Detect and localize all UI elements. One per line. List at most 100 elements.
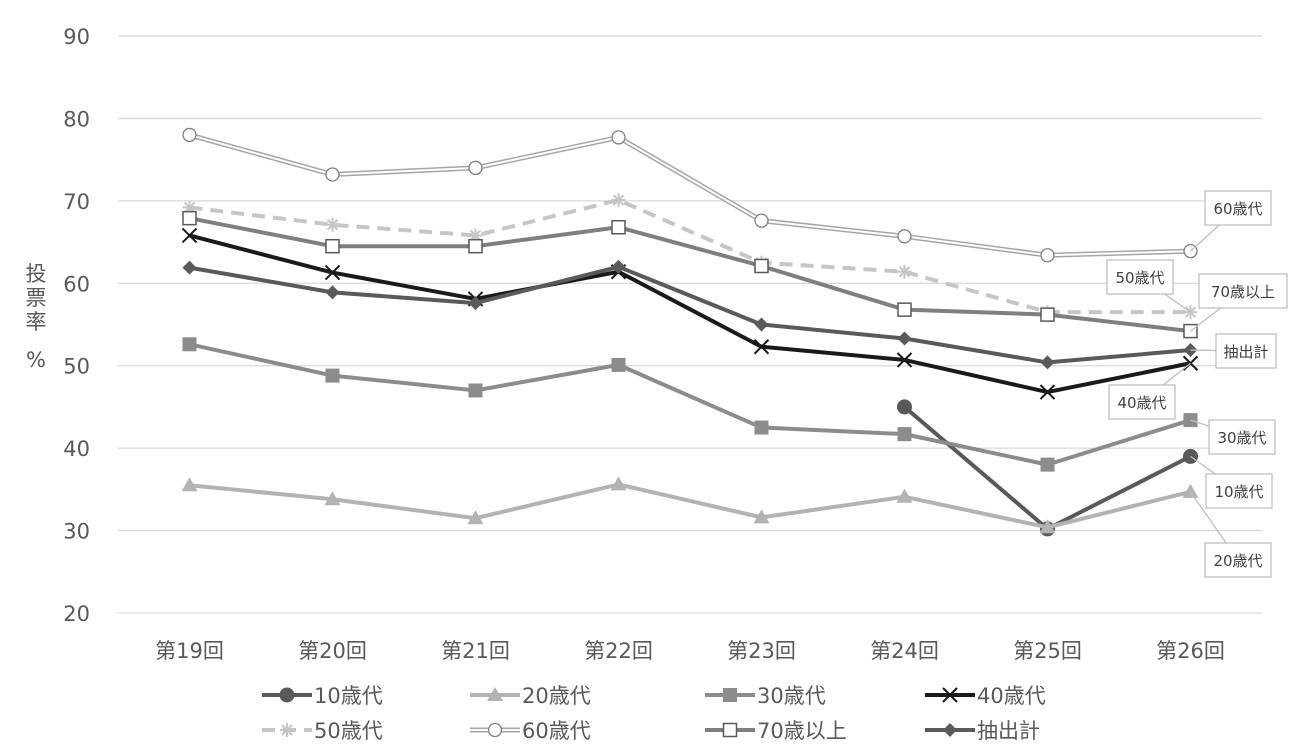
data-point	[611, 219, 626, 235]
series-lines	[181, 127, 1199, 537]
series-1	[181, 476, 1199, 534]
data-point	[896, 352, 913, 368]
legend-label: 20歳代	[522, 684, 591, 708]
data-point	[611, 130, 626, 145]
callout-box	[1198, 273, 1288, 309]
x-tick-label: 第24回	[870, 639, 939, 663]
callout-6: 70歳以上	[1190, 273, 1288, 332]
data-point	[1040, 307, 1055, 322]
data-point	[324, 264, 341, 281]
legend-item: 30歳代	[705, 684, 826, 708]
legend-marker	[722, 722, 738, 738]
x-tick-label: 第26回	[1156, 639, 1225, 663]
callout-box	[1208, 419, 1276, 455]
legend-label: 50歳代	[314, 719, 383, 743]
legend-label: 30歳代	[757, 684, 826, 708]
callout-box	[1106, 259, 1174, 295]
legend: 10歳代 20歳代 30歳代 40歳代 50歳代 60歳代 70歳以上 抽出計	[262, 684, 1046, 743]
data-point	[754, 213, 769, 228]
callout-label: 60歳代	[1213, 200, 1262, 218]
data-point	[325, 217, 340, 232]
data-point	[754, 420, 769, 435]
callout-box	[1204, 542, 1272, 578]
legend-item: 50歳代	[262, 719, 383, 743]
x-axis-ticks: 第19回 第20回 第21回 第22回 第23回 第24回 第25回 第26回	[155, 639, 1225, 663]
data-point	[181, 227, 198, 244]
legend-marker	[723, 688, 737, 702]
callout-label: 30歳代	[1217, 429, 1266, 447]
data-point	[610, 476, 627, 491]
callout-4: 50歳代	[1106, 259, 1191, 313]
legend-marker	[279, 687, 295, 703]
data-point	[468, 383, 483, 398]
x-tick-label: 第19回	[155, 639, 224, 663]
data-point	[1039, 384, 1056, 400]
x-tick-label: 第21回	[441, 639, 510, 663]
legend-label: 60歳代	[522, 719, 591, 743]
callout-7: 抽出計	[1190, 333, 1277, 369]
data-point	[753, 509, 770, 524]
legend-marker	[942, 687, 958, 703]
y-tick-label: 20	[63, 602, 90, 626]
data-point	[754, 317, 769, 332]
data-point	[896, 488, 913, 503]
data-point	[897, 427, 912, 442]
legend-item: 10歳代	[262, 684, 383, 708]
x-tick-label: 第23回	[727, 639, 796, 663]
series-line	[188, 233, 1191, 395]
legend-marker	[487, 722, 503, 738]
callout-5: 60歳代	[1190, 190, 1272, 252]
data-point	[324, 491, 341, 506]
callout-label: 40歳代	[1117, 394, 1166, 412]
legend-label: 抽出計	[977, 719, 1040, 743]
callout-label: 20歳代	[1213, 552, 1262, 570]
y-tick-label: 60	[63, 272, 90, 296]
data-point	[897, 229, 912, 244]
data-point	[897, 399, 912, 415]
data-point	[897, 264, 912, 279]
callout-label: 抽出計	[1223, 343, 1268, 361]
data-point	[182, 337, 197, 352]
legend-marker	[943, 723, 957, 737]
data-point	[611, 357, 626, 372]
legend-marker	[487, 687, 503, 701]
data-point	[754, 258, 769, 274]
legend-label: 70歳以上	[757, 719, 847, 743]
x-tick-label: 第22回	[584, 639, 653, 663]
data-point	[182, 210, 197, 226]
data-point	[468, 238, 483, 254]
grid-lines	[118, 35, 1262, 614]
data-point	[897, 302, 912, 317]
data-point	[1039, 519, 1056, 534]
series-3	[181, 227, 1199, 400]
callout-2: 30歳代	[1190, 419, 1276, 455]
data-point	[611, 259, 626, 274]
callout-box	[1204, 190, 1272, 226]
y-axis-unit: %	[26, 348, 46, 372]
legend-item: 70歳以上	[705, 719, 847, 743]
series-line	[188, 132, 1191, 258]
series-line	[189, 342, 1192, 467]
data-point	[1040, 355, 1055, 370]
callout-3: 40歳代	[1108, 362, 1191, 420]
x-tick-label: 第25回	[1013, 639, 1082, 663]
series-6	[182, 210, 1198, 339]
y-tick-label: 50	[63, 355, 90, 379]
legend-item: 抽出計	[925, 719, 1040, 743]
data-point	[1182, 483, 1199, 498]
legend-label: 10歳代	[314, 684, 383, 708]
data-point	[1040, 457, 1055, 472]
series-2	[182, 337, 1198, 472]
data-point	[1040, 248, 1055, 263]
series-line	[189, 482, 1191, 530]
y-axis-ticks: 20 30 40 50 60 70 80 90	[63, 25, 90, 626]
legend-item: 20歳代	[470, 684, 591, 708]
series-line	[189, 264, 1191, 365]
data-point	[181, 477, 198, 492]
series-line	[189, 216, 1191, 334]
data-point	[897, 331, 912, 346]
callout-1: 20歳代	[1189, 491, 1272, 578]
callout-0: 10歳代	[1190, 455, 1273, 509]
data-point	[753, 339, 770, 355]
